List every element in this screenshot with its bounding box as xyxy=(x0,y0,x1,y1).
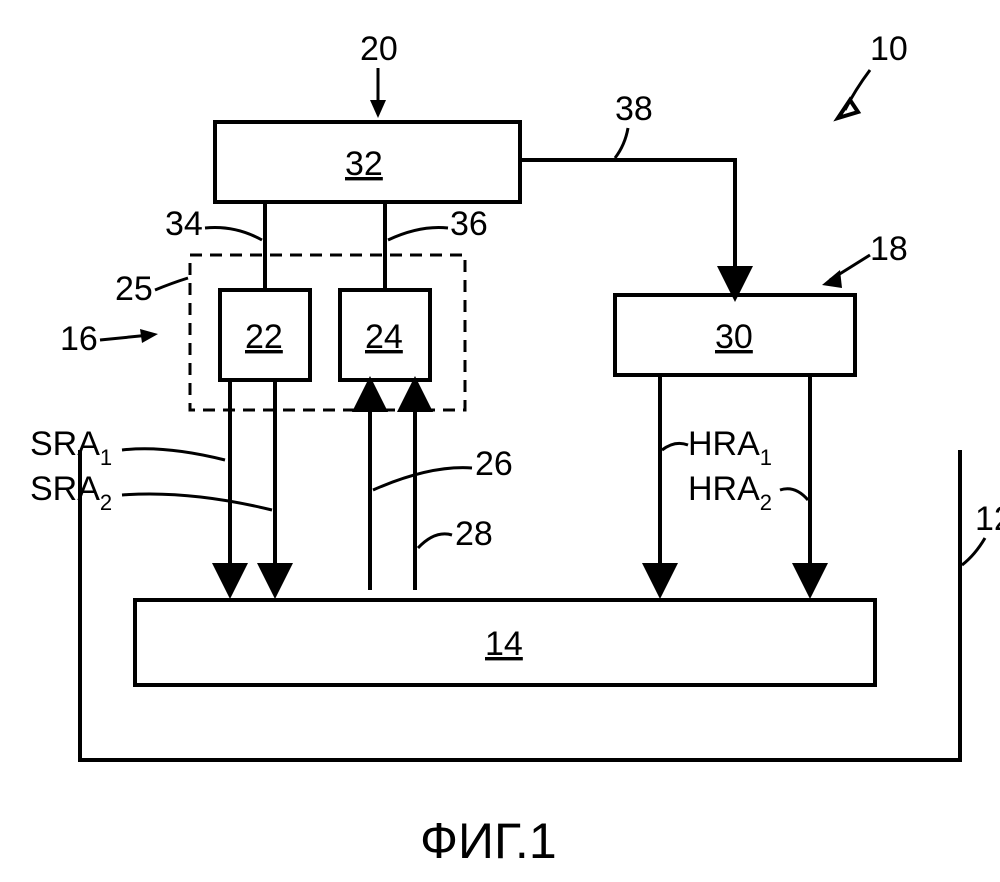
leader-hra2 xyxy=(780,489,808,500)
label-hra1: HRA1 xyxy=(688,425,772,470)
arrowhead-18 xyxy=(822,270,842,288)
arrowhead-16 xyxy=(140,329,158,343)
ref-10: 10 xyxy=(870,30,908,68)
arrowhead-20 xyxy=(370,100,386,118)
label-sra1: SRA1 xyxy=(30,425,112,470)
ref-25: 25 xyxy=(115,270,153,308)
ref-12: 12 xyxy=(975,500,1000,538)
node-32-label: 32 xyxy=(345,145,383,183)
ref-16: 16 xyxy=(60,320,98,358)
leader-28 xyxy=(418,534,452,548)
ref-36: 36 xyxy=(450,205,488,243)
leader-38 xyxy=(615,128,628,158)
node-24-label: 24 xyxy=(365,318,403,356)
leader-36 xyxy=(388,228,448,241)
leader-25 xyxy=(155,278,188,290)
ref-20: 20 xyxy=(360,30,398,68)
arrowhead-10 xyxy=(838,100,858,118)
node-14-label: 14 xyxy=(485,625,523,663)
ref-26: 26 xyxy=(475,445,513,483)
node-22-label: 22 xyxy=(245,318,283,356)
leader-26 xyxy=(373,468,472,490)
ref-38: 38 xyxy=(615,90,653,128)
node-30-label: 30 xyxy=(715,318,753,356)
ref-18: 18 xyxy=(870,230,908,268)
leader-sra1 xyxy=(122,449,225,460)
ref-34: 34 xyxy=(165,205,203,243)
figure-caption: ФИГ.1 xyxy=(420,813,557,869)
label-hra2: HRA2 xyxy=(688,470,772,515)
label-sra2: SRA2 xyxy=(30,470,112,515)
leader-34 xyxy=(205,228,262,241)
ref-28: 28 xyxy=(455,515,493,553)
diagram-canvas: 32 22 24 30 14 SRA1 SRA2 HRA1 HRA2 10 xyxy=(0,0,1000,882)
leader-hra1 xyxy=(662,443,688,450)
leader-12 xyxy=(962,538,985,565)
connector-38 xyxy=(520,160,735,293)
leader-sra2 xyxy=(122,494,272,510)
